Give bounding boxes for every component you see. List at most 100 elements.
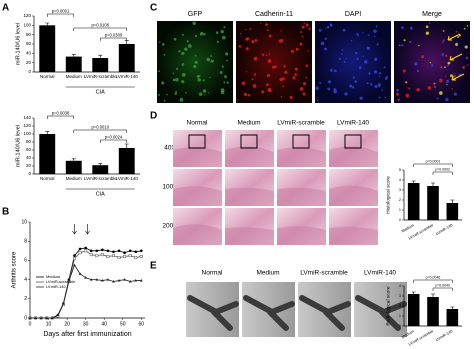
point xyxy=(78,272,82,275)
injection-arrow xyxy=(85,224,90,235)
y-tick-label: 10 xyxy=(21,219,27,225)
cell xyxy=(364,60,368,64)
significance-bracket xyxy=(47,115,74,119)
cell xyxy=(368,34,370,36)
cell xyxy=(397,98,401,101)
y-tick-label: 100 xyxy=(23,23,31,28)
cell xyxy=(341,53,343,55)
cell xyxy=(194,34,198,38)
column-label: Merge xyxy=(422,11,442,18)
cell xyxy=(402,69,406,73)
cell xyxy=(376,43,379,46)
cell xyxy=(178,50,181,53)
significance-bracket xyxy=(100,139,127,143)
point xyxy=(39,316,43,319)
cell xyxy=(243,92,248,97)
cell xyxy=(166,93,168,96)
point xyxy=(100,253,104,257)
x-tick-label: 50 xyxy=(120,321,126,327)
cell xyxy=(431,64,434,67)
cell xyxy=(252,84,257,88)
cell xyxy=(266,73,271,78)
y-tick-label: 0 xyxy=(399,218,401,222)
point xyxy=(139,255,143,259)
cell xyxy=(198,75,201,77)
zoom-box xyxy=(344,134,362,149)
cell xyxy=(320,41,325,46)
y-axis-label: Radiological score xyxy=(385,286,391,326)
cell xyxy=(466,25,469,27)
cell xyxy=(206,57,211,62)
error-bar xyxy=(98,163,103,166)
group-label: CIA xyxy=(96,89,106,95)
x-tick-label: 30 xyxy=(83,321,89,327)
panel-label: E xyxy=(150,261,157,272)
cell xyxy=(173,37,177,41)
column-label: Normal xyxy=(202,270,224,277)
p-value: p=0.0002 xyxy=(435,167,450,171)
cell xyxy=(261,90,265,94)
point xyxy=(112,280,115,283)
cell xyxy=(342,28,346,32)
cell xyxy=(188,44,192,48)
cell xyxy=(225,52,229,56)
cell xyxy=(408,87,411,90)
cell xyxy=(209,61,212,63)
cell xyxy=(401,26,404,29)
tissue xyxy=(225,146,274,167)
point xyxy=(73,263,76,267)
point xyxy=(139,249,143,253)
y-tick-label: 80 xyxy=(26,32,32,37)
cell xyxy=(378,96,381,99)
cell xyxy=(301,25,305,29)
cell xyxy=(159,41,161,44)
cell xyxy=(377,83,381,87)
tissue xyxy=(329,146,378,167)
p-value: p=0.0309 xyxy=(105,33,123,38)
x-tick-label: Medium xyxy=(66,176,82,181)
bar xyxy=(446,203,459,220)
column-label: Medium xyxy=(256,270,279,277)
point xyxy=(45,316,49,319)
zoom-box xyxy=(188,134,206,149)
bone xyxy=(187,295,239,331)
cell xyxy=(357,34,359,37)
cell xyxy=(401,44,404,47)
cell xyxy=(326,25,330,29)
cell xyxy=(384,96,386,99)
point xyxy=(84,276,88,279)
tissue xyxy=(173,224,222,245)
bar xyxy=(427,186,439,220)
tissue xyxy=(277,226,326,245)
cell xyxy=(305,76,308,79)
significance-bracket xyxy=(73,27,127,31)
cell xyxy=(220,88,225,93)
y-tick-label: 120 xyxy=(23,13,31,18)
cell xyxy=(282,77,286,80)
error-bar xyxy=(71,158,76,161)
y-tick-label: 2 xyxy=(399,198,401,202)
cell xyxy=(280,30,282,32)
error-bar xyxy=(450,306,455,309)
cell xyxy=(194,60,198,64)
cell xyxy=(352,76,355,79)
p-value: p=0.0106 xyxy=(91,23,109,28)
x-tick-label: LVmiR-140 xyxy=(435,329,453,342)
cell xyxy=(181,63,185,66)
cell xyxy=(219,71,223,74)
x-tick-label: LVmiR-scramble xyxy=(84,176,117,181)
y-tick-label: 20 xyxy=(26,60,32,65)
row-label: 40X xyxy=(164,145,176,152)
fluorescence-image xyxy=(315,21,391,103)
point xyxy=(123,255,127,259)
cell xyxy=(207,92,210,94)
cell xyxy=(433,85,437,89)
column-label: LVmiR-scramble xyxy=(277,120,325,127)
cell xyxy=(351,86,355,89)
y-axis-label: Arthritis score xyxy=(12,251,18,288)
cell xyxy=(349,84,353,88)
cell xyxy=(302,92,306,96)
cell xyxy=(196,74,200,78)
cell xyxy=(253,73,257,76)
cell xyxy=(294,67,299,71)
